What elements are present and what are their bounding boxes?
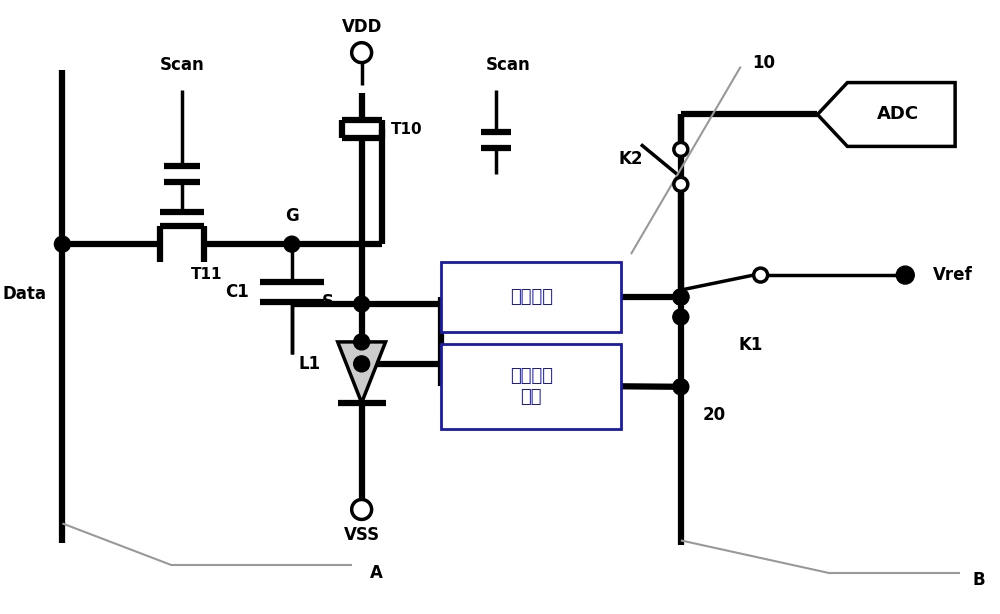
Text: K2: K2 bbox=[619, 150, 643, 168]
Circle shape bbox=[754, 268, 768, 282]
Circle shape bbox=[354, 356, 370, 372]
Circle shape bbox=[674, 142, 688, 157]
Text: C1: C1 bbox=[225, 283, 249, 301]
Circle shape bbox=[896, 266, 914, 284]
Text: Vref: Vref bbox=[933, 266, 973, 284]
Polygon shape bbox=[817, 82, 955, 146]
Polygon shape bbox=[338, 342, 386, 403]
Text: T11: T11 bbox=[191, 266, 223, 282]
Text: 10: 10 bbox=[753, 53, 776, 72]
Text: 20: 20 bbox=[703, 406, 726, 424]
Circle shape bbox=[354, 296, 370, 312]
Text: S: S bbox=[322, 293, 334, 311]
Text: Scan: Scan bbox=[160, 56, 204, 74]
Circle shape bbox=[54, 236, 70, 252]
Text: ADC: ADC bbox=[877, 106, 919, 123]
Circle shape bbox=[673, 309, 689, 325]
Circle shape bbox=[284, 236, 300, 252]
Text: G: G bbox=[285, 208, 299, 225]
Text: K1: K1 bbox=[738, 336, 763, 354]
Text: Data: Data bbox=[3, 285, 47, 303]
Circle shape bbox=[354, 334, 370, 350]
Circle shape bbox=[674, 177, 688, 192]
Text: VDD: VDD bbox=[341, 18, 382, 36]
Text: B: B bbox=[972, 571, 985, 589]
FancyBboxPatch shape bbox=[441, 344, 621, 429]
Circle shape bbox=[673, 289, 689, 305]
Text: 偵测模块: 偵测模块 bbox=[510, 288, 553, 306]
Text: Scan: Scan bbox=[486, 56, 531, 74]
Text: A: A bbox=[370, 564, 382, 582]
Text: L1: L1 bbox=[299, 355, 321, 373]
Text: T10: T10 bbox=[391, 122, 422, 137]
Text: 偵测控制
模块: 偵测控制 模块 bbox=[510, 367, 553, 406]
FancyBboxPatch shape bbox=[441, 262, 621, 332]
Circle shape bbox=[673, 379, 689, 395]
Circle shape bbox=[352, 500, 372, 519]
Circle shape bbox=[674, 290, 688, 304]
Text: VSS: VSS bbox=[344, 526, 380, 545]
Circle shape bbox=[352, 43, 372, 63]
